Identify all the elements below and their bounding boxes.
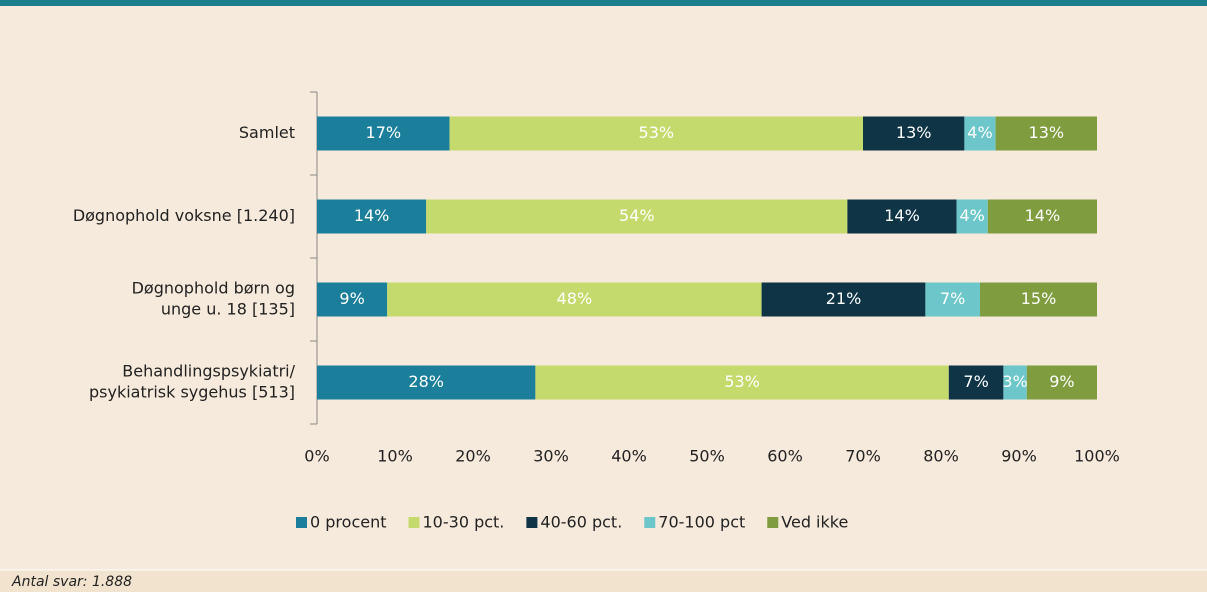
category-label: Samlet bbox=[239, 123, 295, 142]
legend-label: 40-60 pct. bbox=[540, 513, 622, 532]
data-label: 14% bbox=[354, 206, 390, 225]
x-tick-label: 50% bbox=[689, 447, 725, 466]
legend-label: Ved ikke bbox=[781, 513, 848, 532]
data-label: 9% bbox=[1049, 372, 1074, 391]
data-label: 3% bbox=[1002, 372, 1027, 391]
x-tick-label: 30% bbox=[533, 447, 569, 466]
data-label: 54% bbox=[619, 206, 655, 225]
legend-swatch bbox=[296, 517, 307, 528]
bar-segment bbox=[535, 365, 949, 400]
category-label: Døgnophold voksne [1.240] bbox=[73, 206, 295, 225]
x-tick-label: 90% bbox=[1001, 447, 1037, 466]
bar-segment bbox=[995, 116, 1097, 151]
x-tick-label: 60% bbox=[767, 447, 803, 466]
bar-segment bbox=[387, 282, 762, 317]
data-label: 17% bbox=[366, 123, 402, 142]
legend-swatch bbox=[526, 517, 538, 528]
data-label: 13% bbox=[1029, 123, 1065, 142]
bar-segment bbox=[863, 116, 965, 151]
bar-segment bbox=[449, 116, 863, 151]
bar-segment bbox=[317, 199, 427, 234]
data-label: 13% bbox=[896, 123, 932, 142]
data-label: 15% bbox=[1021, 289, 1057, 308]
legend-swatch bbox=[767, 517, 779, 528]
bar-segment bbox=[925, 282, 980, 317]
data-label: 9% bbox=[339, 289, 364, 308]
data-label: 53% bbox=[724, 372, 760, 391]
x-tick-label: 10% bbox=[377, 447, 413, 466]
data-label: 14% bbox=[1025, 206, 1061, 225]
bar-segment bbox=[317, 365, 536, 400]
x-tick-label: 70% bbox=[845, 447, 881, 466]
data-label: 4% bbox=[960, 206, 985, 225]
data-label: 28% bbox=[408, 372, 444, 391]
bar-segment bbox=[1003, 365, 1027, 400]
bar-segment bbox=[317, 282, 388, 317]
data-label: 4% bbox=[967, 123, 992, 142]
category-label: unge u. 18 [135] bbox=[161, 300, 295, 319]
note-band bbox=[0, 570, 1207, 592]
x-tick-label: 40% bbox=[611, 447, 647, 466]
note: Antal svar: 1.888 bbox=[11, 574, 132, 590]
legend-swatch bbox=[644, 517, 656, 528]
bar-segment bbox=[980, 282, 1097, 317]
data-label: 48% bbox=[557, 289, 593, 308]
bar-segment bbox=[987, 199, 1097, 234]
data-label: 7% bbox=[963, 372, 988, 391]
data-label: 14% bbox=[884, 206, 920, 225]
category-label: Døgnophold børn og bbox=[132, 279, 295, 298]
x-tick-label: 100% bbox=[1074, 447, 1120, 466]
bar-segment bbox=[317, 116, 450, 151]
data-label: 53% bbox=[639, 123, 675, 142]
bar-segment bbox=[1026, 365, 1097, 400]
bar-segment bbox=[847, 199, 957, 234]
bar-segment bbox=[964, 116, 996, 151]
bar-segment bbox=[426, 199, 848, 234]
data-label: 7% bbox=[940, 289, 965, 308]
category-label: Behandlingspsykiatri/ bbox=[122, 362, 295, 381]
bar-segment bbox=[948, 365, 1004, 400]
x-tick-label: 80% bbox=[923, 447, 959, 466]
x-tick-label: 20% bbox=[455, 447, 491, 466]
x-tick-label: 0% bbox=[304, 447, 329, 466]
bar-segment bbox=[761, 282, 926, 317]
legend-label: 10-30 pct. bbox=[423, 513, 505, 532]
legend-swatch bbox=[408, 517, 420, 528]
legend-label: 70-100 pct bbox=[658, 513, 745, 532]
bar-segment bbox=[956, 199, 988, 234]
category-label: psykiatrisk sygehus [513] bbox=[89, 383, 295, 402]
top-border bbox=[0, 0, 1207, 6]
legend-label: 0 procent bbox=[310, 513, 387, 532]
data-label: 21% bbox=[826, 289, 862, 308]
